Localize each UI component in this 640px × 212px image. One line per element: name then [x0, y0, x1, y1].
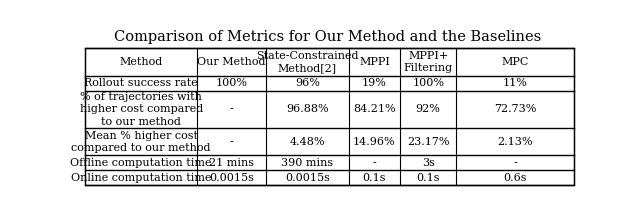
Text: Comparison of Metrics for Our Method and the Baselines: Comparison of Metrics for Our Method and… — [115, 30, 541, 44]
Text: Rollout success rate: Rollout success rate — [84, 78, 198, 88]
Text: MPPI: MPPI — [359, 57, 390, 67]
Text: 0.0015s: 0.0015s — [285, 173, 330, 183]
Text: MPC: MPC — [501, 57, 529, 67]
Text: 0.1s: 0.1s — [417, 173, 440, 183]
Text: -: - — [230, 137, 234, 147]
Text: 4.48%: 4.48% — [289, 137, 325, 147]
Text: 3s: 3s — [422, 158, 435, 168]
Text: MPPI+
Filtering: MPPI+ Filtering — [404, 51, 452, 73]
Text: 100%: 100% — [216, 78, 248, 88]
Text: Method: Method — [120, 57, 163, 67]
Text: 84.21%: 84.21% — [353, 104, 396, 114]
Text: 390 mins: 390 mins — [281, 158, 333, 168]
Text: 14.96%: 14.96% — [353, 137, 396, 147]
Text: 19%: 19% — [362, 78, 387, 88]
Bar — [85, 48, 573, 186]
Text: 0.1s: 0.1s — [363, 173, 386, 183]
Text: -: - — [372, 158, 376, 168]
Text: -: - — [513, 158, 516, 168]
Text: 0.6s: 0.6s — [503, 173, 527, 183]
Text: 96.88%: 96.88% — [286, 104, 328, 114]
Text: 100%: 100% — [412, 78, 444, 88]
Text: Offline computation time: Offline computation time — [70, 158, 212, 168]
Text: 21 mins: 21 mins — [209, 158, 254, 168]
Text: State-Constrained
Method[2]: State-Constrained Method[2] — [256, 51, 358, 73]
Text: Online computation time: Online computation time — [71, 173, 211, 183]
Text: 96%: 96% — [295, 78, 320, 88]
Text: % of trajectories with
higher cost compared
to our method: % of trajectories with higher cost compa… — [79, 92, 203, 127]
Text: Mean % higher cost
compared to our method: Mean % higher cost compared to our metho… — [72, 131, 211, 153]
Text: Our Method: Our Method — [197, 57, 266, 67]
Text: 11%: 11% — [502, 78, 527, 88]
Text: -: - — [230, 104, 234, 114]
Text: 23.17%: 23.17% — [407, 137, 449, 147]
Text: 92%: 92% — [416, 104, 440, 114]
Text: 2.13%: 2.13% — [497, 137, 532, 147]
Text: 72.73%: 72.73% — [493, 104, 536, 114]
Text: 0.0015s: 0.0015s — [209, 173, 254, 183]
